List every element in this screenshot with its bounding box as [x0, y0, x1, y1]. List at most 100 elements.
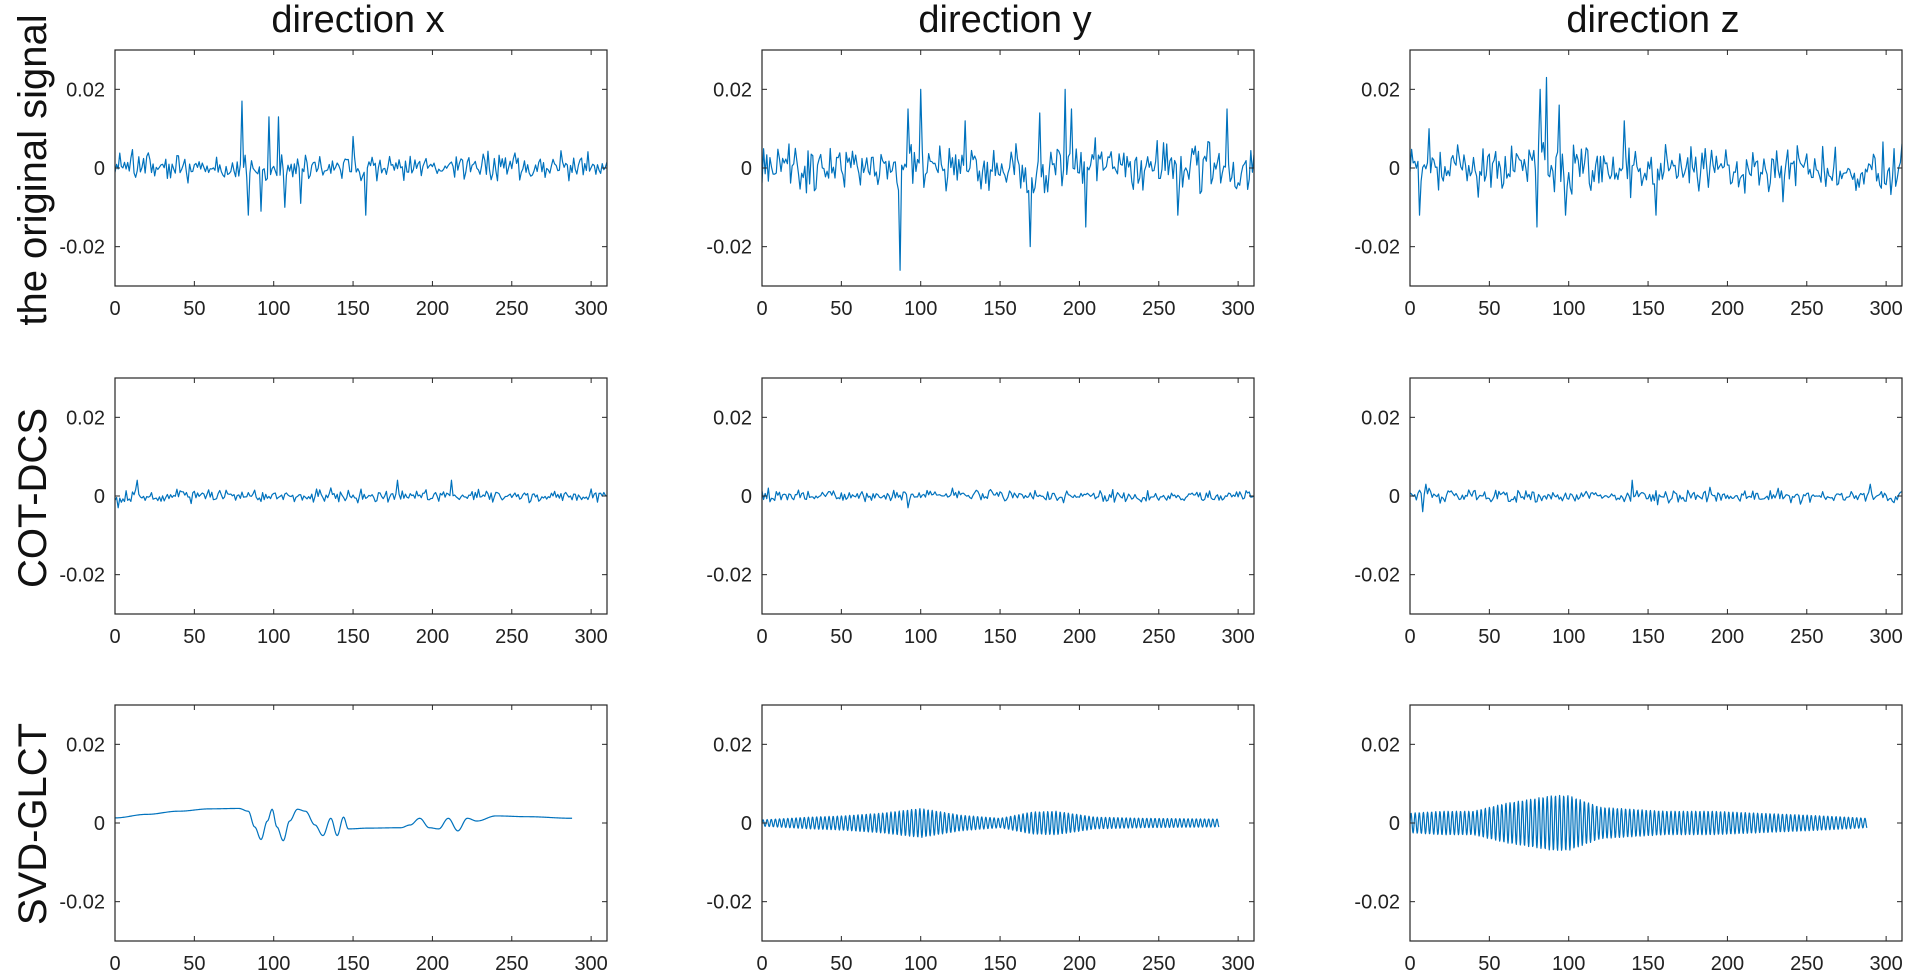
- axes-box: [114, 377, 608, 615]
- y-tick-label: -0.02: [59, 892, 105, 914]
- subplot-original-y: 0 50 100 150 200 250 300 -0.02 0 0.02: [706, 49, 1255, 320]
- x-tick-label: 200: [1711, 626, 1744, 648]
- x-tick-label: 0: [756, 626, 767, 648]
- subplot-cot-dcs-x: 0 50 100 150 200 250 300 -0.02 0 0.02: [59, 377, 608, 648]
- x-tick-label: 250: [495, 953, 528, 975]
- x-tick-label: 100: [257, 953, 290, 975]
- x-tick-label: 50: [1478, 626, 1500, 648]
- x-tick-label: 0: [109, 953, 120, 975]
- x-tick-label: 150: [336, 298, 369, 320]
- subplot-cot-dcs-y: 0 50 100 150 200 250 300 -0.02 0 0.02: [706, 377, 1255, 648]
- column-title-x: direction x: [271, 0, 444, 41]
- x-tick-label: 50: [830, 626, 852, 648]
- subplot-cot-dcs-z: 0 50 100 150 200 250 300 -0.02 0 0.02: [1354, 377, 1903, 648]
- y-tick-label: -0.02: [706, 565, 752, 587]
- column-title-z: direction z: [1566, 0, 1739, 41]
- y-tick-label: -0.02: [59, 237, 105, 259]
- x-tick-label: 0: [756, 298, 767, 320]
- x-tick-label: 200: [416, 626, 449, 648]
- y-tick-label: 0.02: [713, 79, 752, 101]
- series-line: [762, 88, 1254, 271]
- series-line: [115, 479, 607, 509]
- x-tick-label: 100: [904, 298, 937, 320]
- x-tick-label: 250: [1142, 298, 1175, 320]
- series-line: [762, 808, 1220, 838]
- subplot-svd-glct-y: 0 50 100 150 200 250 300 -0.02 0 0.02: [706, 704, 1255, 975]
- x-tick-label: 50: [1478, 953, 1500, 975]
- y-tick-label: 0.02: [1361, 79, 1400, 101]
- x-tick-label: 200: [416, 298, 449, 320]
- x-tick-label: 300: [1221, 626, 1254, 648]
- series-line: [115, 100, 607, 216]
- y-tick-label: 0.02: [1361, 734, 1400, 756]
- y-tick-label: -0.02: [706, 892, 752, 914]
- x-tick-label: 250: [495, 298, 528, 320]
- x-tick-label: 100: [1552, 298, 1585, 320]
- column-titles: direction x direction y direction z: [271, 0, 1739, 41]
- x-tick-label: 250: [495, 626, 528, 648]
- x-tick-label: 0: [109, 298, 120, 320]
- row-label-svd-glct: SVD-GLCT: [11, 723, 55, 925]
- x-tick-label: 100: [1552, 953, 1585, 975]
- x-tick-label: 150: [983, 953, 1016, 975]
- x-tick-label: 50: [830, 298, 852, 320]
- x-tick-label: 200: [1063, 298, 1096, 320]
- x-tick-label: 250: [1790, 298, 1823, 320]
- row-label-original-signal: the original signal: [11, 14, 55, 325]
- x-tick-label: 50: [183, 298, 205, 320]
- x-tick-label: 300: [1869, 298, 1902, 320]
- x-tick-label: 200: [1063, 626, 1096, 648]
- series-line: [1410, 76, 1902, 228]
- x-tick-label: 150: [1631, 626, 1664, 648]
- subplot-svd-glct-z: 0 50 100 150 200 250 300 -0.02 0 0.02: [1354, 704, 1903, 975]
- y-tick-label: 0: [1389, 813, 1400, 835]
- x-tick-label: 50: [1478, 298, 1500, 320]
- x-tick-label: 0: [1404, 626, 1415, 648]
- x-tick-label: 0: [109, 626, 120, 648]
- series-line: [1410, 479, 1902, 513]
- axes-box: [114, 704, 608, 942]
- x-tick-label: 300: [1221, 953, 1254, 975]
- x-tick-label: 150: [1631, 953, 1664, 975]
- x-tick-label: 250: [1142, 626, 1175, 648]
- x-tick-label: 150: [1631, 298, 1664, 320]
- x-tick-label: 100: [1552, 626, 1585, 648]
- x-tick-label: 150: [336, 953, 369, 975]
- axes-box: [1409, 377, 1903, 615]
- y-tick-label: -0.02: [59, 565, 105, 587]
- y-tick-label: 0: [94, 158, 105, 180]
- x-tick-label: 250: [1142, 953, 1175, 975]
- x-tick-label: 250: [1790, 626, 1823, 648]
- x-tick-label: 0: [756, 953, 767, 975]
- y-tick-label: 0: [94, 813, 105, 835]
- x-tick-label: 0: [1404, 953, 1415, 975]
- y-tick-label: 0.02: [1361, 407, 1400, 429]
- x-tick-label: 0: [1404, 298, 1415, 320]
- series-line: [1410, 794, 1868, 851]
- x-tick-label: 300: [574, 953, 607, 975]
- x-tick-label: 150: [983, 298, 1016, 320]
- x-tick-label: 150: [336, 626, 369, 648]
- x-tick-label: 200: [1711, 298, 1744, 320]
- y-tick-label: 0.02: [713, 734, 752, 756]
- y-tick-label: -0.02: [706, 237, 752, 259]
- y-tick-label: -0.02: [1354, 892, 1400, 914]
- y-tick-label: 0: [1389, 158, 1400, 180]
- x-tick-label: 300: [1221, 298, 1254, 320]
- series-line: [762, 487, 1254, 509]
- x-tick-label: 200: [1711, 953, 1744, 975]
- x-tick-label: 50: [183, 626, 205, 648]
- y-tick-label: 0.02: [713, 407, 752, 429]
- x-tick-label: 100: [904, 953, 937, 975]
- x-tick-label: 300: [574, 626, 607, 648]
- x-tick-label: 50: [183, 953, 205, 975]
- x-tick-label: 150: [983, 626, 1016, 648]
- x-tick-label: 300: [1869, 626, 1902, 648]
- y-tick-label: 0.02: [66, 734, 105, 756]
- series-line: [115, 807, 573, 842]
- subplot-original-x: 0 50 100 150 200 250 300 -0.02 0 0.02: [59, 49, 608, 320]
- y-tick-label: 0: [1389, 486, 1400, 508]
- subplot-original-z: 0 50 100 150 200 250 300 -0.02 0 0.02: [1354, 49, 1903, 320]
- subplot-grid: 0 50 100 150 200 250 300 -0.02 0 0.02 0 50 100 150 200…: [59, 49, 1903, 975]
- y-tick-label: -0.02: [1354, 237, 1400, 259]
